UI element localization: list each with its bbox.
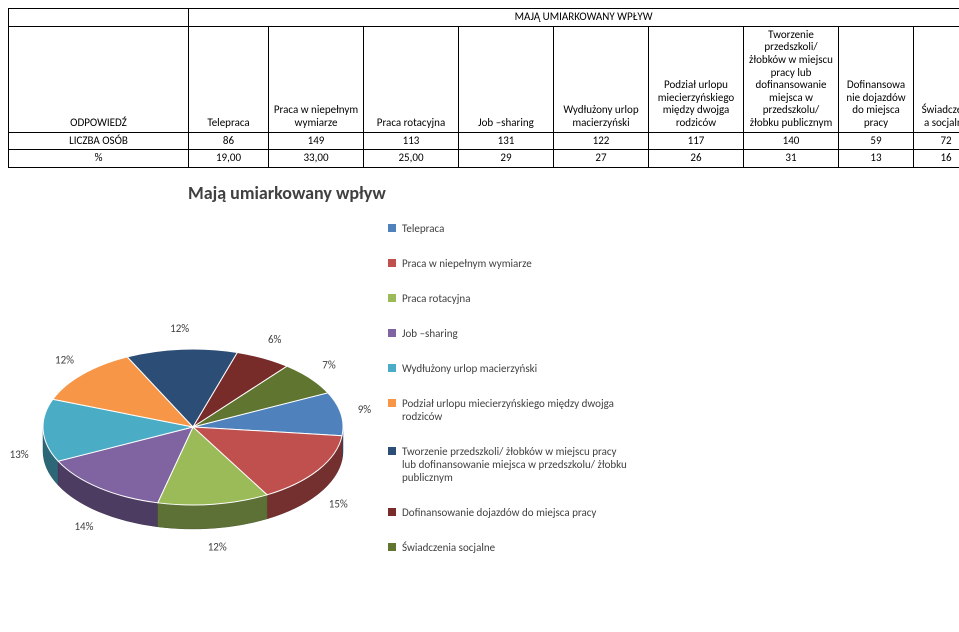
slice-pct-label: 12% bbox=[170, 322, 189, 335]
cell: 131 bbox=[459, 132, 554, 150]
legend-swatch bbox=[388, 259, 396, 267]
legend-swatch bbox=[388, 543, 396, 551]
cell: 122 bbox=[554, 132, 649, 150]
column-header: Dofinansowa nie dojazdów do miejsca prac… bbox=[839, 26, 914, 132]
legend-swatch bbox=[388, 329, 396, 337]
column-header: Świadczeni a socjalne bbox=[914, 26, 959, 132]
legend-swatch bbox=[388, 399, 396, 407]
cell: 26 bbox=[649, 150, 744, 168]
legend-item: Job –sharing bbox=[388, 327, 738, 340]
title-blank bbox=[9, 9, 189, 27]
legend-item: Wydłużony urlop macierzyński bbox=[388, 362, 738, 375]
slice-pct-label: 7% bbox=[322, 359, 336, 372]
cell: 25,00 bbox=[364, 150, 459, 168]
table-title: MAJĄ UMIARKOWANY WPŁYW bbox=[189, 9, 959, 27]
cell: 113 bbox=[364, 132, 459, 150]
legend-label: Wydłużony urlop macierzyński bbox=[402, 362, 537, 375]
column-header: Praca w niepełnym wymiarze bbox=[269, 26, 364, 132]
table-row: LICZBA OSÓB861491131311221171405972 bbox=[9, 132, 959, 150]
cell: 86 bbox=[189, 132, 269, 150]
row-label: % bbox=[9, 150, 189, 168]
pie-chart: 9% 15% 12% 14% 13% 12% 12% 6% 7% bbox=[8, 212, 378, 632]
column-header: Wydłużony urlop macierzyński bbox=[554, 26, 649, 132]
slice-pct-label: 13% bbox=[10, 448, 29, 461]
slice-pct-label: 9% bbox=[358, 403, 372, 416]
cell: 72 bbox=[914, 132, 959, 150]
legend-label: Świadczenia socjalne bbox=[402, 541, 495, 554]
row-label: LICZBA OSÓB bbox=[9, 132, 189, 150]
cell: 149 bbox=[269, 132, 364, 150]
legend-swatch bbox=[388, 364, 396, 372]
chart-container: Mają umiarkowany wpływ 9% 15% 12% 14% 13% 12%… bbox=[8, 174, 738, 612]
legend-item: Świadczenia socjalne bbox=[388, 541, 738, 554]
cell: 117 bbox=[649, 132, 744, 150]
column-header: ODPOWIEDŹ bbox=[9, 26, 189, 132]
legend-label: Praca w niepełnym wymiarze bbox=[402, 257, 532, 270]
chart-body: 9% 15% 12% 14% 13% 12% 12% 6% 7% Telepraca Praca … bbox=[8, 212, 738, 612]
column-header: Tworzenie przedszkoli/ żłobków w miejscu… bbox=[744, 26, 839, 132]
legend: Telepraca Praca w niepełnym wymiarze Praca… bbox=[378, 212, 738, 576]
legend-item: Telepraca bbox=[388, 222, 738, 235]
slice-pct-label: 12% bbox=[55, 354, 74, 367]
cell: 13 bbox=[839, 150, 914, 168]
legend-item: Dofinansowanie dojazdów do miejsca pracy bbox=[388, 506, 738, 519]
legend-swatch bbox=[388, 224, 396, 232]
chart-title: Mają umiarkowany wpływ bbox=[8, 174, 738, 212]
pie-column: 9% 15% 12% 14% 13% 12% 12% 6% 7% bbox=[8, 212, 378, 612]
legend-swatch bbox=[388, 447, 396, 455]
cell: 140 bbox=[744, 132, 839, 150]
legend-item: Tworzenie przedszkoli/ żłobków w miejscu… bbox=[388, 445, 738, 484]
legend-swatch bbox=[388, 508, 396, 516]
legend-label: Dofinansowanie dojazdów do miejsca pracy bbox=[402, 506, 596, 519]
column-header: Praca rotacyjna bbox=[364, 26, 459, 132]
table-row: %19,0033,0025,00292726311316 bbox=[9, 150, 959, 168]
cell: 31 bbox=[744, 150, 839, 168]
cell: 16 bbox=[914, 150, 959, 168]
cell: 33,00 bbox=[269, 150, 364, 168]
cell: 27 bbox=[554, 150, 649, 168]
cell: 19,00 bbox=[189, 150, 269, 168]
legend-label: Telepraca bbox=[402, 222, 444, 235]
cell: 29 bbox=[459, 150, 554, 168]
slice-pct-label: 15% bbox=[329, 498, 348, 511]
column-header: Podział urlopu miecierzyńskiego między d… bbox=[649, 26, 744, 132]
legend-label: Tworzenie przedszkoli/ żłobków w miejscu… bbox=[402, 445, 632, 484]
legend-swatch bbox=[388, 294, 396, 302]
slice-pct-label: 14% bbox=[74, 520, 93, 533]
legend-item: Praca w niepełnym wymiarze bbox=[388, 257, 738, 270]
column-header: Job –sharing bbox=[459, 26, 554, 132]
cell: 59 bbox=[839, 132, 914, 150]
header-row: ODPOWIEDŹTelepracaPraca w niepełnym wymi… bbox=[9, 26, 959, 132]
legend-label: Praca rotacyjna bbox=[402, 292, 470, 305]
legend-item: Praca rotacyjna bbox=[388, 292, 738, 305]
legend-label: Job –sharing bbox=[402, 327, 458, 340]
legend-item: Podział urlopu miecierzyńskiego między d… bbox=[388, 397, 738, 423]
title-row: MAJĄ UMIARKOWANY WPŁYW bbox=[9, 9, 959, 27]
slice-pct-label: 6% bbox=[268, 333, 282, 346]
slice-pct-label: 12% bbox=[208, 541, 227, 554]
column-header: Telepraca bbox=[189, 26, 269, 132]
legend-label: Podział urlopu miecierzyńskiego między d… bbox=[402, 397, 632, 423]
pie-top bbox=[43, 349, 343, 505]
data-table: MAJĄ UMIARKOWANY WPŁYW ODPOWIEDŹTeleprac… bbox=[8, 8, 959, 168]
